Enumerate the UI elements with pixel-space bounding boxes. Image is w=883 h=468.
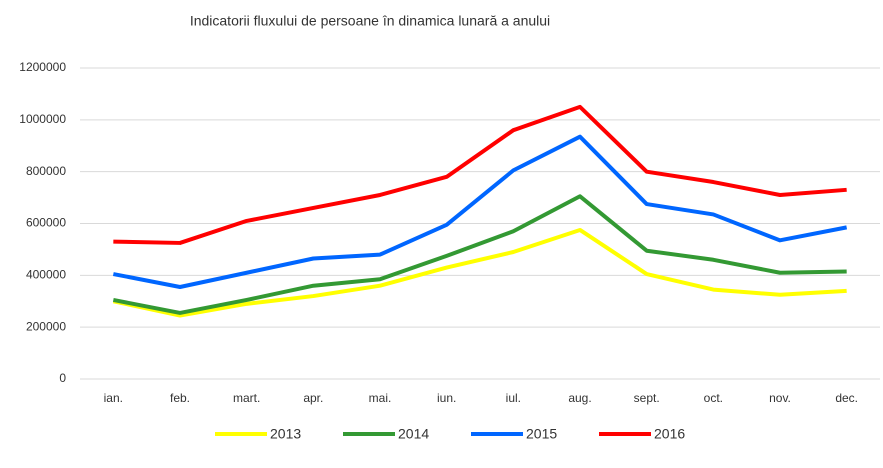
y-tick-label: 400000 (26, 268, 66, 282)
legend-label: 2014 (398, 426, 429, 442)
series-line (113, 104, 847, 245)
x-tick-label: sept. (634, 391, 660, 405)
y-tick-label: 1200000 (19, 60, 66, 74)
legend-label: 2013 (270, 426, 301, 442)
y-tick-label: 800000 (26, 164, 66, 178)
x-tick-label: apr. (303, 391, 323, 405)
x-tick-label: nov. (769, 391, 791, 405)
x-tick-label: iul. (506, 391, 521, 405)
legend-label: 2015 (526, 426, 557, 442)
legend-label: 2016 (654, 426, 685, 442)
x-tick-label: ian. (104, 391, 123, 405)
series-line (112, 194, 847, 315)
x-tick-label: mai. (369, 391, 392, 405)
series-line (112, 227, 847, 318)
x-tick-label: feb. (170, 391, 190, 405)
x-tick-label: oct. (704, 391, 723, 405)
y-tick-label: 600000 (26, 216, 66, 230)
y-tick-label: 200000 (26, 319, 66, 333)
series-line (112, 134, 848, 289)
x-tick-label: mart. (233, 391, 260, 405)
x-tick-label: iun. (437, 391, 456, 405)
x-tick-label: dec. (835, 391, 858, 405)
x-tick-label: aug. (568, 391, 591, 405)
y-tick-label: 0 (59, 371, 66, 385)
y-tick-label: 1000000 (19, 112, 66, 126)
chart-title: Indicatorii fluxului de persoane în dina… (190, 13, 550, 29)
